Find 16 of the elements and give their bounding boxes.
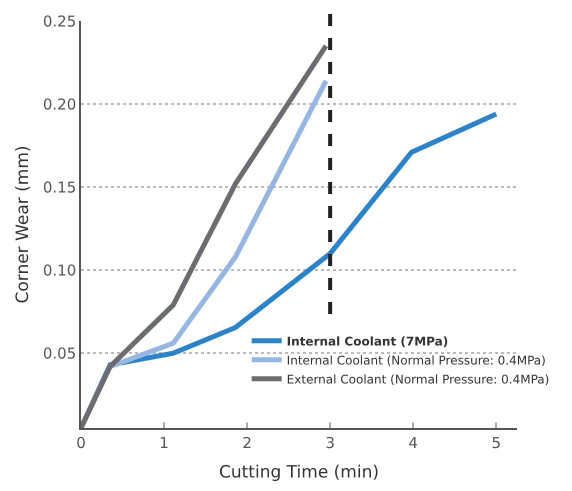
x-tick-label: 3 xyxy=(325,434,335,452)
y-tick-label: 0.15 xyxy=(42,178,76,196)
x-axis-title: Cutting Time (min) xyxy=(219,462,379,483)
x-tick-label: 0 xyxy=(76,434,86,452)
y-tick-label: 0.20 xyxy=(42,95,76,114)
legend-label: External Coolant (Normal Pressure: 0.4MPa) xyxy=(286,372,550,386)
y-tick-label: 0.05 xyxy=(42,344,76,362)
x-tick-label: 1 xyxy=(159,434,169,452)
legend-label: Internal Coolant (7MPa) xyxy=(286,334,448,348)
y-axis-title: Corner Wear (mm) xyxy=(12,145,33,304)
y-tick-label: 0.10 xyxy=(42,261,76,280)
x-tick-label: 5 xyxy=(491,434,502,452)
x-tick-label: 2 xyxy=(242,434,252,452)
legend-label: Internal Coolant (Normal Pressure: 0.4MPa) xyxy=(286,353,546,368)
y-tick-label: 0.25 xyxy=(42,12,76,30)
x-tick-label: 4 xyxy=(408,434,418,452)
